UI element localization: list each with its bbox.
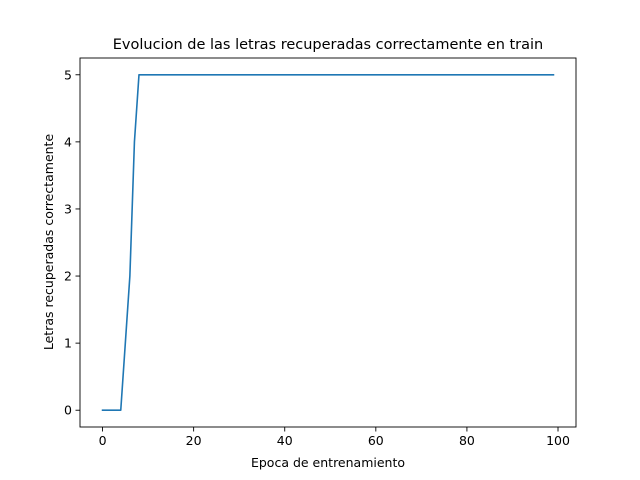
x-tick-label: 80 <box>459 433 475 448</box>
x-tick-label: 20 <box>186 433 202 448</box>
plot-area: 0 20 40 60 80 100 0 1 2 3 4 5 <box>64 57 577 448</box>
plot-frame <box>79 57 577 428</box>
x-tick-label: 60 <box>368 433 384 448</box>
x-tick-label: 100 <box>546 433 570 448</box>
y-tick-label: 5 <box>64 67 72 82</box>
y-tick-label: 4 <box>64 134 72 149</box>
y-tick-label: 0 <box>64 403 72 418</box>
x-axis-label: Epoca de entrenamiento <box>251 455 405 470</box>
chart-title: Evolucion de las letras recuperadas corr… <box>113 37 544 53</box>
x-tick-label: 40 <box>277 433 293 448</box>
y-axis-label: Letras recuperadas correctamente <box>41 134 56 351</box>
y-tick-label: 1 <box>64 336 72 351</box>
x-tick-label: 0 <box>99 433 107 448</box>
series-line-0 <box>101 73 555 412</box>
y-tick-label: 2 <box>64 269 72 284</box>
y-tick-label: 3 <box>64 201 72 216</box>
